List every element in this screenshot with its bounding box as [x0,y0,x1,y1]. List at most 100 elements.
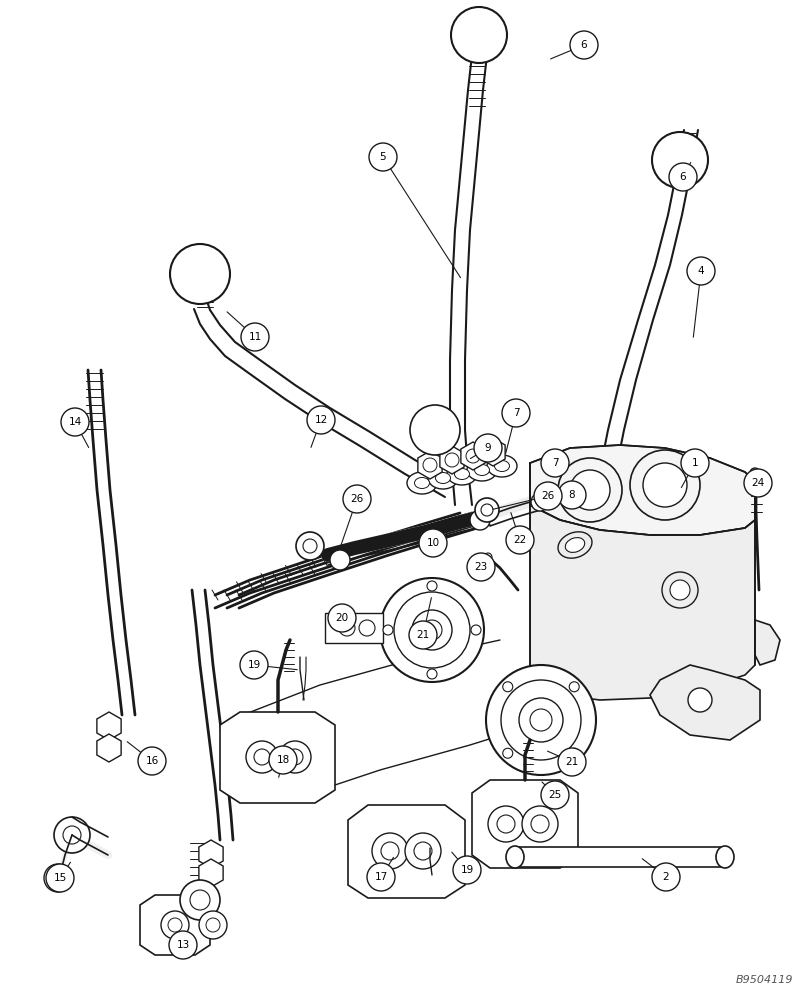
Text: 7: 7 [513,408,520,418]
Text: 10: 10 [427,538,440,548]
Circle shape [419,529,447,557]
Circle shape [681,449,709,477]
Ellipse shape [716,846,734,868]
Circle shape [405,833,441,869]
Circle shape [481,504,493,516]
Circle shape [669,163,697,191]
Circle shape [484,553,492,561]
Text: 2: 2 [663,872,669,882]
Circle shape [497,815,515,833]
Circle shape [486,445,500,459]
Text: 17: 17 [374,872,388,882]
Circle shape [410,405,460,455]
Circle shape [506,526,534,554]
Circle shape [423,458,437,472]
Circle shape [61,408,89,436]
Circle shape [359,620,375,636]
Circle shape [541,781,569,809]
Circle shape [241,323,269,351]
Polygon shape [220,712,335,803]
Circle shape [531,815,549,833]
Circle shape [422,620,442,640]
Circle shape [451,7,507,63]
Circle shape [541,449,569,477]
Circle shape [503,748,513,758]
Text: 5: 5 [380,152,386,162]
Circle shape [453,856,481,884]
Circle shape [328,604,356,632]
Circle shape [369,143,397,171]
Text: 1: 1 [692,458,698,468]
Circle shape [380,578,484,682]
Text: 11: 11 [248,332,262,342]
Ellipse shape [566,538,585,552]
Ellipse shape [558,532,592,558]
Text: 26: 26 [351,494,364,504]
Text: 7: 7 [552,458,558,468]
Circle shape [486,665,596,775]
Circle shape [558,458,622,522]
Circle shape [180,880,220,920]
Circle shape [427,669,437,679]
Circle shape [296,532,324,560]
Circle shape [161,911,189,939]
Text: 8: 8 [569,490,575,500]
Circle shape [330,550,350,570]
Circle shape [190,890,210,910]
Ellipse shape [474,464,490,476]
Circle shape [287,749,303,765]
Polygon shape [472,780,578,868]
Ellipse shape [454,468,469,480]
Text: 15: 15 [53,873,66,883]
Circle shape [569,748,579,758]
Circle shape [168,918,182,932]
Circle shape [46,864,74,892]
Circle shape [474,434,502,462]
Circle shape [307,406,335,434]
Text: 25: 25 [549,790,562,800]
Circle shape [170,244,230,304]
Circle shape [427,581,437,591]
Circle shape [138,747,166,775]
Text: 22: 22 [513,535,527,545]
Text: B9504119: B9504119 [735,975,793,985]
Circle shape [687,257,715,285]
Circle shape [670,580,690,600]
Circle shape [343,485,371,513]
Circle shape [169,931,197,959]
Circle shape [501,680,581,760]
Circle shape [522,806,558,842]
Polygon shape [530,505,755,700]
Circle shape [652,863,680,891]
Polygon shape [755,620,780,665]
Circle shape [51,871,65,885]
Circle shape [199,911,227,939]
Circle shape [503,682,513,692]
Text: 9: 9 [485,443,491,453]
Circle shape [744,469,772,497]
Circle shape [269,746,297,774]
Text: 19: 19 [461,865,473,875]
Circle shape [519,698,563,742]
Ellipse shape [487,455,517,477]
Polygon shape [140,895,210,955]
Circle shape [475,498,499,522]
Circle shape [467,553,495,581]
Circle shape [445,453,459,467]
Circle shape [394,592,470,668]
Text: 14: 14 [69,417,82,427]
Circle shape [488,806,524,842]
Circle shape [570,470,610,510]
Circle shape [534,482,562,510]
Polygon shape [348,805,465,898]
Ellipse shape [428,467,458,489]
Circle shape [246,741,278,773]
Circle shape [303,539,317,553]
Text: 13: 13 [176,940,190,950]
Text: 4: 4 [697,266,705,276]
Circle shape [470,510,490,530]
Circle shape [414,842,432,860]
Text: 21: 21 [566,757,579,767]
Circle shape [502,399,530,427]
Polygon shape [650,665,760,740]
